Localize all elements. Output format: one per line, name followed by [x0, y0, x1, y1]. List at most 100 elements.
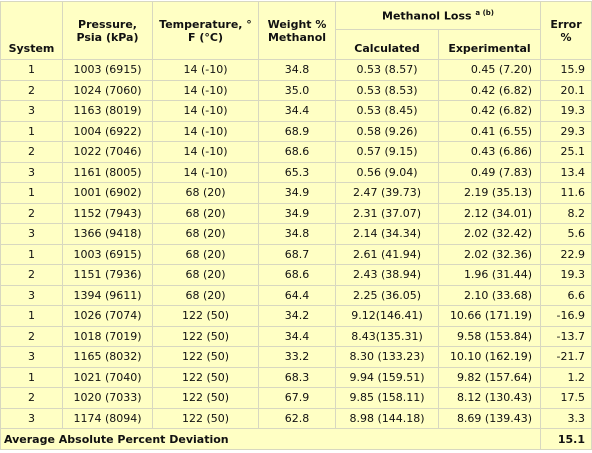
table-cell: 0.45 (7.20) — [438, 59, 541, 81]
table-cell: 9.85 (158.11) — [335, 387, 439, 409]
table-cell: 1.2 — [540, 366, 592, 388]
table-cell: 1 — [0, 305, 63, 327]
header-cell: Error% — [540, 1, 592, 60]
table-cell: 34.4 — [258, 325, 336, 347]
table-cell: 68 (20) — [152, 182, 259, 204]
table-cell: 3 — [0, 223, 63, 245]
table-row: 3 1394 (9611) 68 (20) 64.4 2.25 (36.05) 2.10 … — [0, 284, 592, 306]
table-cell: 19.3 — [540, 100, 592, 122]
table-cell: 64.4 — [258, 284, 336, 306]
table-cell: 34.8 — [258, 223, 336, 245]
footer-label: Average Absolute Percent Deviation — [0, 428, 541, 450]
table-cell: 68 (20) — [152, 202, 259, 224]
table-cell: 11.6 — [540, 182, 592, 204]
table-row: 2 1151 (7936) 68 (20) 68.6 2.43 (38.94) 1.96 … — [0, 264, 592, 286]
table-cell: 122 (50) — [152, 407, 259, 429]
table-row: 3 1174 (8094) 122 (50) 62.8 8.98 (144.18) 8.6… — [0, 407, 592, 429]
header-line: Weight % — [267, 17, 327, 31]
table-cell: 1024 (7060) — [62, 79, 153, 101]
table-cell: 2 — [0, 325, 63, 347]
table-cell: 2 — [0, 264, 63, 286]
table-cell: 68.6 — [258, 141, 336, 163]
table-cell: 2.12 (34.01) — [438, 202, 541, 224]
table-cell: 68 (20) — [152, 223, 259, 245]
table-cell: 0.57 (9.15) — [335, 141, 439, 163]
table-cell: 3.3 — [540, 407, 592, 429]
header-cell: Temperature, ° F (°C) — [152, 1, 259, 60]
table-cell: 1021 (7040) — [62, 366, 153, 388]
table-cell: 65.3 — [258, 161, 336, 183]
table-cell: 68 (20) — [152, 243, 259, 265]
table-cell: 1 — [0, 182, 63, 204]
header-line: Pressure, — [78, 17, 137, 31]
table-cell: 1 — [0, 243, 63, 265]
table-row: 1 1001 (6902) 68 (20) 34.9 2.47 (39.73) 2.19 … — [0, 182, 592, 204]
footnote-mark: a (b) — [475, 8, 494, 17]
table-cell: 62.8 — [258, 407, 336, 429]
table-cell: 0.53 (8.57) — [335, 59, 439, 81]
header-cell: System — [0, 1, 63, 60]
table-cell: 68 (20) — [152, 284, 259, 306]
table-cell: 1394 (9611) — [62, 284, 153, 306]
table-cell: 34.8 — [258, 59, 336, 81]
table-cell: 1151 (7936) — [62, 264, 153, 286]
table-cell: 2.61 (41.94) — [335, 243, 439, 265]
header-cell: Calculated — [335, 29, 439, 60]
table-cell: 0.56 (9.04) — [335, 161, 439, 183]
table-cell: 0.41 (6.55) — [438, 120, 541, 142]
table-cell: 34.2 — [258, 305, 336, 327]
table-row: 3 1163 (8019) 14 (-10) 34.4 0.53 (8.45) 0.42 … — [0, 100, 592, 122]
table-row: 3 1165 (8032) 122 (50) 33.2 8.30 (133.23) 10.… — [0, 346, 592, 368]
table-row: 1 1026 (7074) 122 (50) 34.2 9.12(146.41) 10.6… — [0, 305, 592, 327]
table-cell: 0.53 (8.53) — [335, 79, 439, 101]
table-cell: 9.82 (157.64) — [438, 366, 541, 388]
table-cell: 3 — [0, 407, 63, 429]
table-cell: 3 — [0, 161, 63, 183]
footer-value: 15.1 — [540, 428, 592, 450]
table-cell: 3 — [0, 346, 63, 368]
table-cell: 1022 (7046) — [62, 141, 153, 163]
header-cell: Pressure, Psia (kPa) — [62, 1, 153, 60]
table-cell: 8.12 (130.43) — [438, 387, 541, 409]
table-cell: 8.30 (133.23) — [335, 346, 439, 368]
table-cell: 0.43 (6.86) — [438, 141, 541, 163]
table-cell: 2 — [0, 387, 63, 409]
table-cell: 10.66 (171.19) — [438, 305, 541, 327]
table-cell: 2 — [0, 79, 63, 101]
table-cell: 122 (50) — [152, 366, 259, 388]
table-cell: 122 (50) — [152, 305, 259, 327]
header-line: Methanol — [267, 30, 327, 44]
table-cell: 33.2 — [258, 346, 336, 368]
table-cell: 8.69 (139.43) — [438, 407, 541, 429]
table-cell: 1165 (8032) — [62, 346, 153, 368]
table-cell: 5.6 — [540, 223, 592, 245]
table-cell: 1366 (9418) — [62, 223, 153, 245]
header-cell: Methanol Loss a (b) — [335, 1, 541, 30]
header-line: % — [560, 30, 572, 44]
table-cell: 2 — [0, 202, 63, 224]
header-cell: Experimental — [438, 29, 541, 60]
header-line: F (°C) — [188, 30, 223, 44]
table-row: 2 1018 (7019) 122 (50) 34.4 8.43(135.31) 9.58… — [0, 325, 592, 347]
header-text: Methanol Loss — [382, 9, 472, 23]
header-cell: Weight % Methanol — [258, 1, 336, 60]
table-cell: 8.98 (144.18) — [335, 407, 439, 429]
table-header: System Pressure, Psia (kPa) Temperature, … — [0, 1, 592, 60]
header-line: Psia (kPa) — [76, 30, 139, 44]
table-row: 3 1161 (8005) 14 (-10) 65.3 0.56 (9.04) 0.49 … — [0, 161, 592, 183]
header-line: Temperature, ° — [159, 17, 252, 31]
table-cell: 0.42 (6.82) — [438, 79, 541, 101]
table-cell: -16.9 — [540, 305, 592, 327]
table-cell: 1 — [0, 59, 63, 81]
table-cell: 3 — [0, 100, 63, 122]
table-cell: 1174 (8094) — [62, 407, 153, 429]
table-cell: 68.3 — [258, 366, 336, 388]
table-cell: 1.96 (31.44) — [438, 264, 541, 286]
table-cell: 1020 (7033) — [62, 387, 153, 409]
table-cell: 2.02 (32.36) — [438, 243, 541, 265]
table-cell: 1001 (6902) — [62, 182, 153, 204]
table-cell: 2.14 (34.34) — [335, 223, 439, 245]
table-cell: 14 (-10) — [152, 120, 259, 142]
